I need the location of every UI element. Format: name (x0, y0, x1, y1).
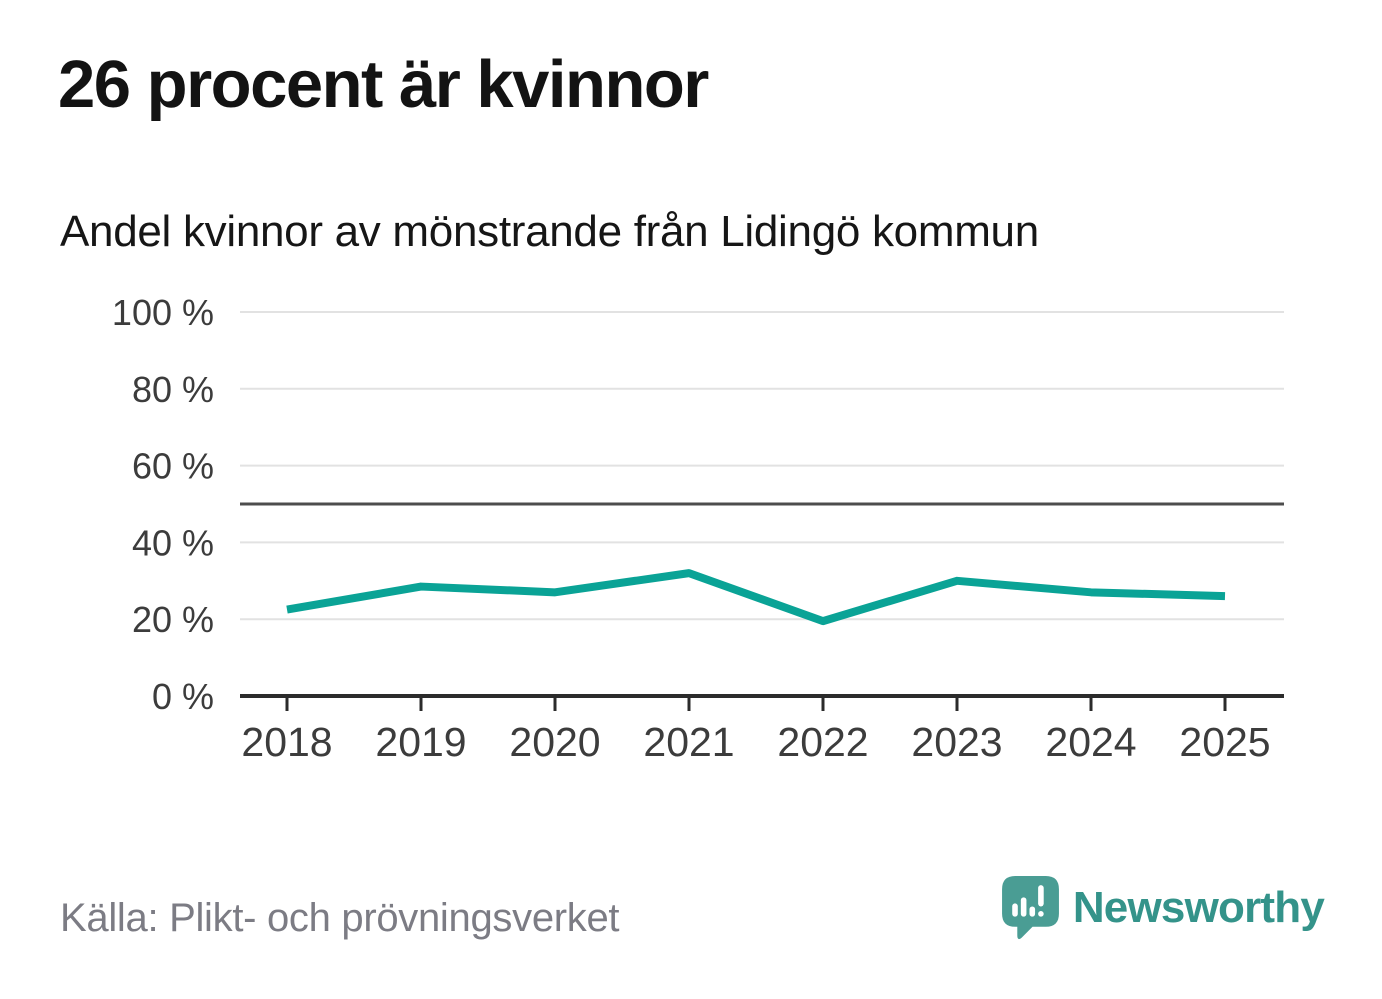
x-tick-label: 2019 (375, 719, 466, 765)
chart-subtitle: Andel kvinnor av mönstrande från Lidingö… (60, 207, 1039, 256)
chart-title: 26 procent är kvinnor (58, 47, 709, 122)
x-tick-label: 2020 (509, 719, 600, 765)
logo-bar-2 (1020, 897, 1027, 917)
newsworthy-logo-icon (1001, 876, 1059, 940)
y-tick-label: 60 % (132, 446, 214, 487)
x-tick-label: 2025 (1179, 719, 1270, 765)
logo-exclamation-bar (1037, 885, 1044, 907)
x-tick-label: 2022 (777, 719, 868, 765)
x-tick-label: 2024 (1045, 719, 1136, 765)
y-tick-label: 0 % (152, 676, 214, 717)
logo-exclamation-dot (1037, 911, 1044, 917)
y-tick-label: 40 % (132, 522, 214, 563)
newsworthy-logo-text: Newsworthy (1072, 883, 1325, 932)
y-tick-label: 20 % (132, 599, 214, 640)
x-tick-label: 2021 (643, 719, 734, 765)
logo-bar-3 (1029, 906, 1035, 917)
x-tick-label: 2023 (911, 719, 1002, 765)
data-line (286, 569, 1226, 626)
y-tick-label: 100 % (112, 292, 214, 333)
y-tick-label: 80 % (132, 369, 214, 410)
source-note: Källa: Plikt- och prövningsverket (60, 896, 620, 940)
x-tick-label: 2018 (241, 719, 332, 765)
newsworthy-logo: Newsworthy (1001, 876, 1325, 940)
logo-bar-1 (1012, 903, 1018, 917)
